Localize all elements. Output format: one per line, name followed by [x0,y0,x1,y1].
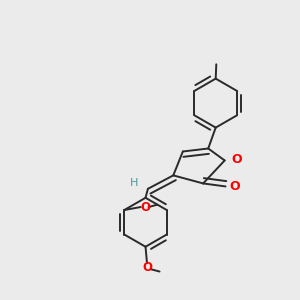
Text: O: O [140,200,150,214]
Text: O: O [231,153,242,167]
Text: O: O [229,180,240,193]
Text: H: H [130,178,138,188]
Text: O: O [142,262,153,275]
